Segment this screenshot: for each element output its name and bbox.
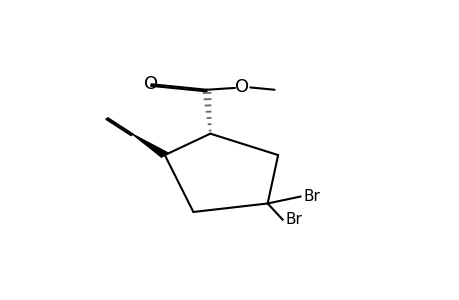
Text: O: O — [144, 75, 158, 93]
Text: Br: Br — [302, 189, 319, 204]
Polygon shape — [133, 134, 168, 157]
Text: Br: Br — [285, 212, 302, 227]
Text: O: O — [235, 79, 249, 97]
